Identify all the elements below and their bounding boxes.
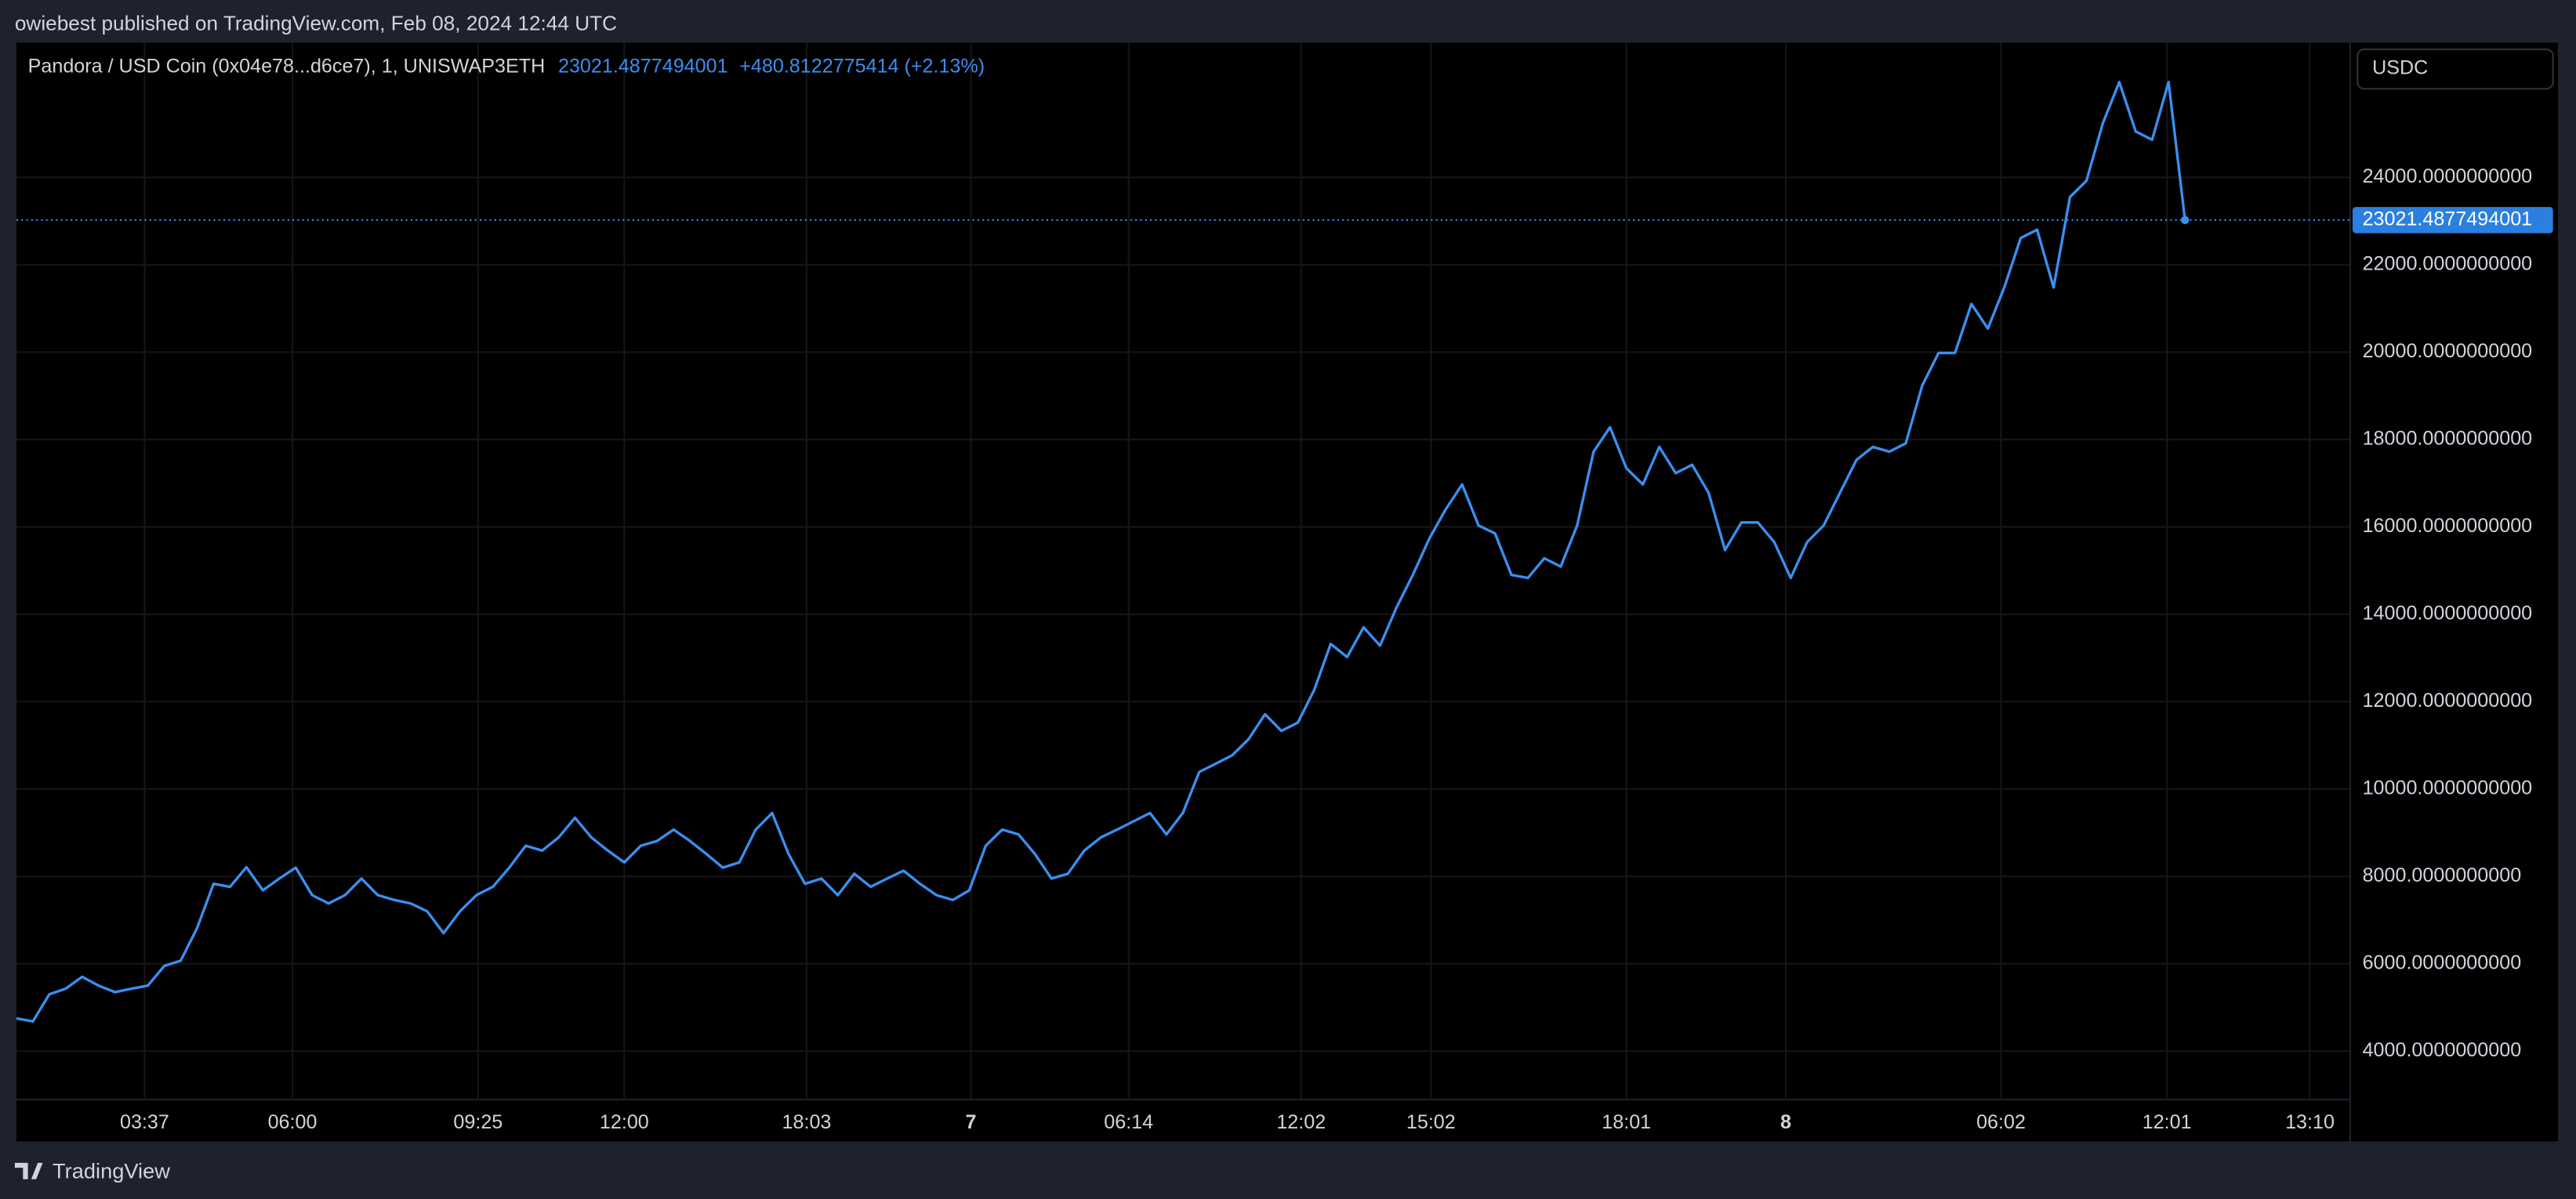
time-axis — [16, 1100, 2349, 1142]
plot-area — [16, 42, 2349, 1099]
y-tick-label: 18000.0000000000 — [2363, 427, 2533, 449]
y-tick-label: 12000.0000000000 — [2363, 690, 2533, 712]
currency-button[interactable] — [2356, 48, 2554, 90]
logo-text: TradingView — [53, 1159, 170, 1183]
grid — [16, 42, 2349, 1099]
y-tick-label: 4000.0000000000 — [2363, 1039, 2522, 1061]
logo-icon — [14, 1162, 43, 1179]
y-tick-label: 6000.0000000000 — [2363, 951, 2522, 973]
x-tick-label: 03:37 — [120, 1111, 169, 1133]
y-tick-label: 14000.0000000000 — [2363, 602, 2533, 624]
y-tick-label: 16000.0000000000 — [2363, 515, 2533, 537]
x-tick-label: 06:00 — [268, 1111, 317, 1133]
x-tick-label: 8 — [1780, 1111, 1791, 1133]
x-tick-label: 12:00 — [600, 1111, 649, 1133]
y-tick-label: 10000.0000000000 — [2363, 777, 2533, 799]
legend-price: 23021.4877494001 — [558, 56, 728, 78]
last-price-label: 23021.4877494001 — [2363, 208, 2533, 230]
x-tick-label: 06:02 — [1976, 1111, 2026, 1133]
x-tick-label: 09:25 — [453, 1111, 503, 1133]
last-price-tag — [2352, 207, 2553, 234]
x-tick-label: 18:01 — [1602, 1111, 1651, 1133]
y-tick-label: 8000.0000000000 — [2363, 864, 2522, 886]
x-tick-label: 12:02 — [1276, 1111, 1326, 1133]
price-line — [16, 81, 2186, 1023]
y-tick-label: 24000.0000000000 — [2363, 165, 2533, 187]
symbol: Pandora / USD Coin (0x04e78...d6ce7), 1,… — [28, 56, 546, 78]
x-tick-label: 18:03 — [782, 1111, 832, 1133]
x-tick-label: 13:10 — [2285, 1111, 2335, 1133]
y-tick-label: 22000.0000000000 — [2363, 252, 2533, 274]
publisher: owiebest published on TradingView.com, F… — [15, 11, 617, 34]
y-tick-label: 20000.0000000000 — [2363, 340, 2533, 362]
logo: TradingView — [14, 1159, 170, 1183]
x-tick-label: 12:01 — [2142, 1111, 2192, 1133]
legend-change: +480.8122775414 (+2.13%) — [739, 56, 985, 78]
series — [16, 81, 2349, 1023]
currency[interactable]: USDC — [2372, 57, 2428, 79]
x-tick-label: 06:14 — [1104, 1111, 1153, 1133]
x-tick-label: 7 — [966, 1111, 977, 1133]
x-tick-label: 15:02 — [1406, 1111, 1456, 1133]
